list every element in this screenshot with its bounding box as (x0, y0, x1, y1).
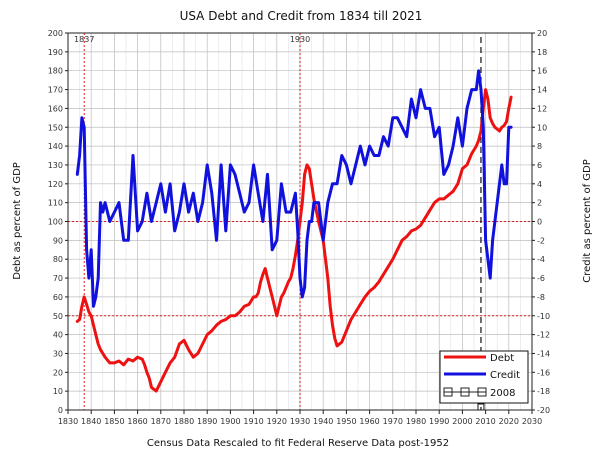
y-axis-label-right: Credit as percent of GDP (582, 159, 593, 283)
x-tick-label: 1980 (406, 417, 426, 426)
annotation-label: 1837 (74, 35, 94, 44)
y-right-tick-label: -12 (537, 331, 550, 340)
y-right-tick-label: 4 (537, 180, 542, 189)
annotation-label: 1930 (290, 35, 310, 44)
x-tick-label: 1830 (58, 417, 78, 426)
y-left-tick-label: 90 (53, 236, 63, 245)
x-axis-label: Census Data Rescaled to fit Federal Rese… (147, 438, 449, 449)
y-left-tick-label: 30 (53, 349, 63, 358)
y-left-tick-label: 180 (48, 67, 63, 76)
x-tick-label: 1860 (127, 417, 147, 426)
y-left-tick-label: 140 (48, 142, 63, 151)
right-axis-ticks: -20-18-16-14-12-10-8-6-4-202468101214161… (532, 29, 550, 415)
y-right-tick-label: 8 (537, 142, 542, 151)
y-right-tick-label: 20 (537, 29, 547, 38)
x-tick-label: 1840 (81, 417, 101, 426)
y-right-tick-label: -2 (537, 236, 545, 245)
y-right-tick-label: 14 (537, 86, 547, 95)
x-tick-label: 1870 (151, 417, 171, 426)
x-tick-label: 1850 (104, 417, 124, 426)
y-left-tick-label: 10 (53, 387, 63, 396)
y-left-tick-label: 190 (48, 48, 63, 57)
y-left-tick-label: 60 (53, 293, 63, 302)
y-left-tick-label: 50 (53, 312, 63, 321)
y-left-tick-label: 100 (48, 218, 63, 227)
y-left-tick-label: 80 (53, 255, 63, 264)
y-axis-label-left: Debt as percent of GDP (12, 162, 23, 280)
legend-label-debt: Debt (490, 353, 514, 364)
y-right-tick-label: 10 (537, 123, 547, 132)
y-left-tick-label: 40 (53, 331, 63, 340)
x-tick-label: 2010 (475, 417, 495, 426)
x-tick-label: 1920 (267, 417, 287, 426)
x-tick-label: 1970 (383, 417, 403, 426)
y-left-tick-label: 130 (48, 161, 63, 170)
y-right-tick-label: 6 (537, 161, 542, 170)
y-left-tick-label: 0 (58, 406, 63, 415)
left-axis-ticks: 0 10 20 30 40 50 60 70 80 90 100 110 120 130 140 150 160… (48, 29, 68, 415)
legend-label-2008: 2008 (490, 388, 515, 399)
legend: Debt Credit 2008 (439, 350, 529, 404)
y-right-tick-label: 2 (537, 199, 542, 208)
x-tick-label: 1990 (429, 417, 449, 426)
y-left-tick-label: 200 (48, 29, 63, 38)
y-right-tick-label: -4 (537, 255, 545, 264)
y-left-tick-label: 20 (53, 368, 63, 377)
annotations: 1837 1930 (74, 35, 310, 44)
y-left-tick-label: 160 (48, 104, 63, 113)
x-tick-label: 1910 (243, 417, 263, 426)
y-left-tick-label: 150 (48, 123, 63, 132)
series-layer (75, 69, 513, 393)
y-left-tick-label: 110 (48, 199, 63, 208)
y-left-tick-label: 120 (48, 180, 63, 189)
y-left-tick-label: 70 (53, 274, 63, 283)
chart-title: USA Debt and Credit from 1834 till 2021 (180, 9, 423, 23)
x-tick-label: 1900 (220, 417, 240, 426)
x-tick-label: 1930 (290, 417, 310, 426)
x-tick-label: 1880 (174, 417, 194, 426)
y-right-tick-label: 16 (537, 67, 547, 76)
series-line-debt (75, 88, 513, 393)
x-axis-ticks: 1830 1840 1850 1860 1870 1880 1890 1900 1910 1920… (58, 410, 542, 426)
x-tick-label: 1940 (313, 417, 333, 426)
y-left-tick-label: 170 (48, 86, 63, 95)
x-tick-label: 1890 (197, 417, 217, 426)
y-right-tick-label: -6 (537, 274, 545, 283)
y-right-tick-label: 0 (537, 218, 542, 227)
y-right-tick-label: -20 (537, 406, 550, 415)
y-right-tick-label: -18 (537, 387, 550, 396)
y-right-tick-label: -8 (537, 293, 545, 302)
x-tick-label: 1960 (359, 417, 379, 426)
legend-swatch-2008 (443, 387, 487, 397)
y-right-tick-label: -16 (537, 368, 550, 377)
y-right-tick-label: -10 (537, 312, 550, 321)
y-right-tick-label: 18 (537, 48, 547, 57)
x-tick-label: 2000 (452, 417, 472, 426)
y-right-tick-label: -14 (537, 349, 550, 358)
y-right-tick-label: 12 (537, 104, 547, 113)
x-tick-label: 2030 (522, 417, 542, 426)
x-tick-label: 1950 (336, 417, 356, 426)
legend-label-credit: Credit (490, 370, 520, 381)
series-line-credit (75, 69, 513, 308)
x-tick-label: 2020 (499, 417, 519, 426)
